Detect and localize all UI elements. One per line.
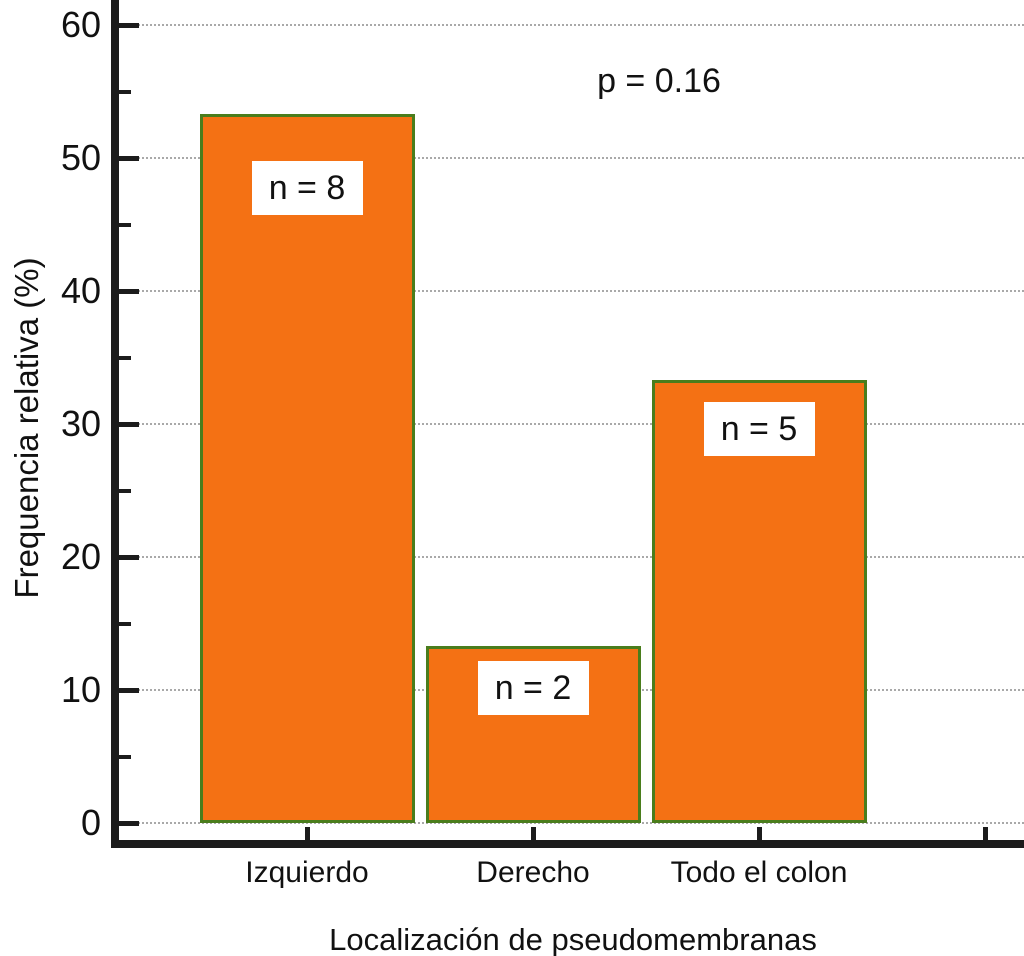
y-tick-label: 30 <box>60 403 101 444</box>
p-value-annotation: p = 0.16 <box>597 62 721 100</box>
y-major-tick <box>119 23 139 28</box>
bar-count-label: n = 8 <box>251 161 363 216</box>
x-category-label: Derecho <box>476 856 590 889</box>
bar-count-label: n = 2 <box>477 661 589 716</box>
bar-count-label: n = 5 <box>703 402 815 457</box>
bar <box>199 114 415 823</box>
gridline <box>119 290 1024 292</box>
gridline <box>119 157 1024 159</box>
gridline <box>119 822 1024 824</box>
gridline <box>119 423 1024 425</box>
y-minor-tick <box>119 222 131 227</box>
y-tick-label: 40 <box>60 270 101 311</box>
y-tick-label: 60 <box>60 4 101 45</box>
x-category-label: Izquierdo <box>245 856 369 889</box>
y-minor-tick <box>119 621 131 626</box>
y-major-tick <box>119 555 139 560</box>
y-major-tick <box>119 688 139 693</box>
x-tick <box>531 827 536 840</box>
gridline <box>119 24 1024 26</box>
y-axis-line <box>111 0 119 848</box>
y-minor-tick <box>119 754 131 759</box>
y-minor-tick <box>119 89 131 94</box>
gridline <box>119 556 1024 558</box>
x-tick <box>983 827 988 840</box>
x-axis-line <box>111 840 1024 848</box>
y-major-tick <box>119 422 139 427</box>
y-major-tick <box>119 156 139 161</box>
y-minor-tick <box>119 488 131 493</box>
y-major-tick <box>119 821 139 826</box>
y-major-tick <box>119 289 139 294</box>
y-tick-label: 50 <box>60 137 101 178</box>
y-minor-tick <box>119 355 131 360</box>
y-tick-label: 0 <box>80 802 101 843</box>
x-axis-title: Localización de pseudomembranas <box>329 922 817 956</box>
y-tick-label: 20 <box>60 536 101 577</box>
x-category-label: Todo el colon <box>670 856 848 889</box>
x-tick <box>757 827 762 840</box>
x-tick <box>305 827 310 840</box>
y-tick-label: 10 <box>60 669 101 710</box>
